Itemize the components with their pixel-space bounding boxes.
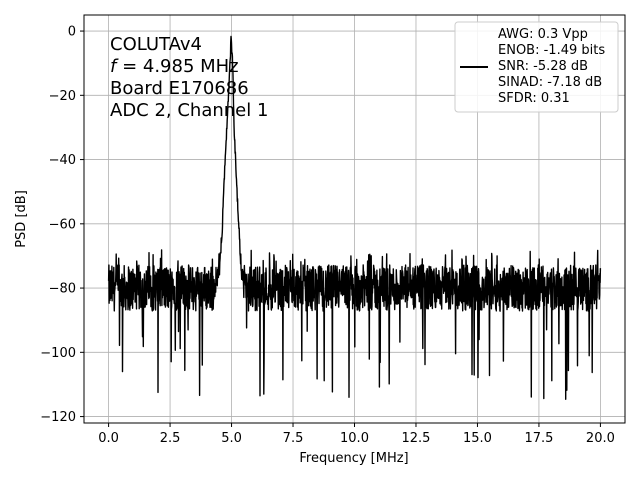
legend-entry-sinad: SINAD: -7.18 dB (498, 75, 602, 90)
ticks: 0.0 2.5 5.0 7.5 10.0 12.5 15.0 17.5 20.0 0 −20 −40 −… (40, 25, 615, 446)
x-tick-label: 5.0 (221, 431, 242, 446)
data-layer (107, 35, 602, 400)
legend-entry-sfdr: SFDR: 0.31 (498, 91, 570, 106)
legend-entry-enob: ENOB: -1.49 bits (498, 43, 605, 58)
annotation-line-1: COLUTAv4 (110, 34, 202, 55)
legend-box (454, 21, 619, 113)
x-tick-label: 15.0 (463, 431, 492, 446)
x-tick-label: 10.0 (340, 431, 369, 446)
legend-entry-awg: AWG: 0.3 Vpp (498, 27, 588, 42)
y-tick-label: −80 (49, 282, 76, 297)
psd-series-line (107, 35, 602, 400)
y-tick-label: −40 (49, 153, 76, 168)
annotation-frequency-symbol: f (110, 56, 119, 77)
y-tick-label: 0 (68, 25, 76, 40)
x-tick-label: 2.5 (160, 431, 181, 446)
y-tick-label: −120 (40, 410, 76, 425)
annotation-block: COLUTAv4 f = 4.985 MHz Board E170686 ADC… (110, 34, 268, 121)
y-tick-label: −100 (40, 346, 76, 361)
y-tick-label: −20 (49, 89, 76, 104)
y-axis-label: PSD [dB] (14, 190, 29, 248)
legend-entry-snr: SNR: -5.28 dB (498, 59, 588, 74)
legend: AWG: 0.3 Vpp ENOB: -1.49 bits SNR: -5.28… (454, 21, 619, 113)
annotation-line-4: ADC 2, Channel 1 (110, 100, 268, 121)
x-tick-label: 7.5 (283, 431, 304, 446)
annotation-line-3: Board E170686 (110, 78, 249, 99)
annotation-frequency-value: = 4.985 MHz (116, 56, 238, 77)
x-tick-label: 17.5 (524, 431, 553, 446)
x-tick-label: 12.5 (402, 431, 431, 446)
y-tick-label: −60 (49, 217, 76, 232)
annotation-line-2: f = 4.985 MHz (110, 56, 239, 77)
x-tick-label: 0.0 (98, 431, 119, 446)
x-tick-label: 20.0 (586, 431, 615, 446)
x-axis-label: Frequency [MHz] (299, 451, 408, 466)
